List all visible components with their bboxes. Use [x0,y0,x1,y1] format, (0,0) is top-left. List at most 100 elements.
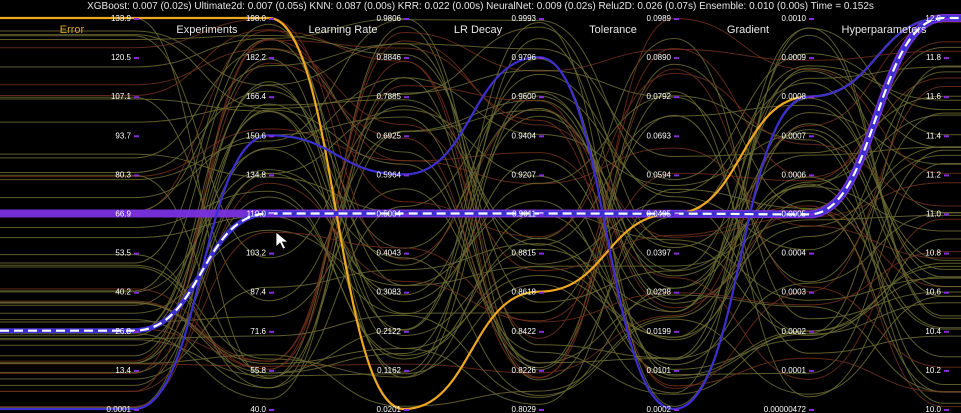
tick-label: 11.4 [926,131,942,140]
tick-label: 0.9796 [512,53,537,62]
tick-label: 182.2 [246,53,267,62]
tick-label: 11.0 [926,210,942,219]
background-series-line [0,38,961,380]
background-series-line [0,43,961,333]
background-series-line [0,27,961,394]
axis-title[interactable]: Tolerance [589,24,637,36]
tick-label: 0.9600 [512,92,537,101]
background-series-line [0,70,961,378]
background-series-line [0,65,961,400]
tick-label: 0.9011 [512,210,536,219]
tick-label: 0.9806 [377,14,402,23]
background-series-line [0,196,961,373]
tick-label: 0.8846 [377,53,402,62]
tick-label: 0.0495 [647,210,672,219]
background-series-line [0,58,961,379]
background-series-line [0,41,961,408]
background-series-line [0,21,961,407]
tick-label: 11.2 [926,170,942,179]
background-series-line [0,39,961,393]
highlighted-series-group [0,14,961,411]
tick-label: 0.0008 [782,92,807,101]
axis-title[interactable]: Gradient [727,24,769,36]
highlighted-series-line-dashed [0,16,961,332]
tick-label: 0.8618 [512,288,537,297]
axis-title[interactable]: Hyperparameters [842,24,927,36]
background-series-line [0,58,961,377]
axis-6[interactable]: Hyperparameters 10.0 10.2 10.4 10.6 10.8 11.0 1… [842,14,949,413]
background-series-line [0,48,961,392]
tick-label: 120.5 [111,53,132,62]
axis-4[interactable]: Tolerance 0.0002 0.0101 0.0199 0.0298 0.0397 0… [589,14,679,413]
tick-label: 0.4043 [377,249,402,258]
tick-label: 0.5004 [377,210,402,219]
status-line: XGBoost: 0.007 (0.02s) Ultimate2d: 0.007… [87,1,874,12]
tick-label: 0.6925 [377,131,402,140]
background-series-line [0,46,961,302]
tick-label: 0.8029 [512,405,537,413]
tick-label: 26.8 [115,327,131,336]
tick-label: 12.0 [925,14,941,23]
tick-label: 0.0101 [647,366,672,375]
background-series-line [0,188,961,405]
background-series-line [0,26,961,337]
highlighted-series-line [0,16,961,411]
tick-label: 0.0009 [782,53,807,62]
background-series-line [0,47,961,362]
background-series-line [0,37,961,320]
axis-title[interactable]: Experiments [176,24,238,36]
tick-label: 0.8422 [512,327,537,336]
tick-label: 0.3083 [377,288,402,297]
tick-label: 0.0006 [782,170,807,179]
tick-label: 71.6 [250,327,266,336]
tick-label: 11.8 [926,53,942,62]
tick-label: 150.6 [246,131,267,140]
background-series-line [0,30,961,354]
axis-5[interactable]: Gradient 0.00000472 0.0001 0.0002 0.0003 0.00… [727,14,814,413]
background-series-line [0,29,961,238]
background-series-line [0,38,961,380]
tick-label: 0.0397 [647,249,672,258]
tick-label: 11.6 [926,92,942,101]
background-series-line [0,69,961,389]
tick-label: 87.4 [250,288,266,297]
tick-label: 0.0010 [782,14,807,23]
axis-title[interactable]: Learning Rate [308,24,377,36]
background-series-line [0,112,961,338]
tick-label: 10.6 [925,288,941,297]
axis-0[interactable]: Error 0.0001 13.4 26.8 40.2 53.5 66.9 80.3 93.7 1… [60,14,139,413]
tick-label: 40.0 [250,405,266,413]
tick-label: 10.2 [925,366,941,375]
tick-label: 10.0 [925,405,941,413]
tick-label: 0.9993 [512,14,537,23]
tick-label: 0.0201 [377,405,402,413]
tick-label: 0.0693 [647,131,672,140]
tick-label: 93.7 [115,131,131,140]
axis-1[interactable]: Experiments 40.0 55.8 71.6 87.4 103.2 119.0 134… [176,14,274,413]
axis-title[interactable]: LR Decay [454,24,503,36]
tick-label: 55.8 [250,366,266,375]
tick-label: 103.2 [246,249,267,258]
axis-title[interactable]: Error [60,24,85,36]
tick-label: 0.9207 [512,170,537,179]
tick-label: 0.0298 [647,288,672,297]
background-series-line [0,128,961,259]
tick-label: 0.8815 [512,249,537,258]
background-series-line [0,95,961,404]
tick-label: 0.0002 [647,405,672,413]
axis-3[interactable]: LR Decay 0.8029 0.8226 0.8422 0.8618 0.8815 0.… [454,14,544,413]
tick-label: 0.1162 [377,366,401,375]
tick-label: 0.0199 [647,327,672,336]
tick-label: 10.8 [925,249,941,258]
background-series-line [0,19,961,181]
tick-label: 66.9 [115,210,131,219]
mouse-pointer-icon [275,231,290,250]
tick-label: 0.0005 [782,210,807,219]
tick-label: 134.8 [246,170,267,179]
tick-label: 133.9 [111,14,132,23]
tick-label: 0.0001 [782,366,807,375]
background-series-line [0,163,961,380]
axis-2[interactable]: Learning Rate 0.0201 0.1162 0.2122 0.3083 0.4… [308,14,409,413]
background-series-line [0,34,961,335]
